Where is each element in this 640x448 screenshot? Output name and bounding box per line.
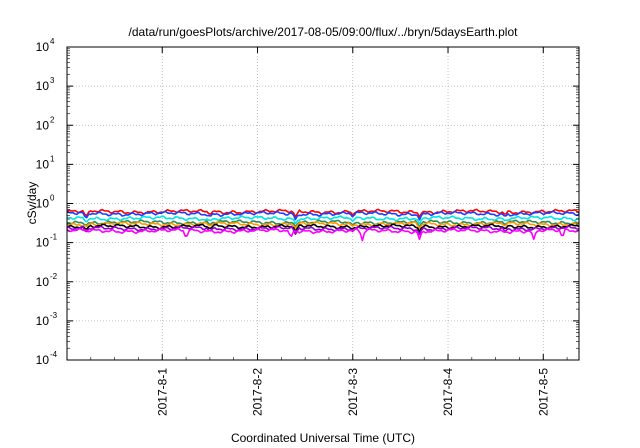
- y-tick-exponent: 2: [50, 115, 55, 124]
- y-tick-exponent: 1: [50, 154, 55, 163]
- series-line-2: [66, 210, 580, 221]
- grid: [67, 47, 579, 360]
- y-tick-exponent: -4: [50, 350, 58, 359]
- y-tick-label: 10: [36, 353, 50, 367]
- y-tick-exponent: 4: [50, 37, 55, 46]
- series-line-3: [66, 215, 579, 225]
- y-tick-label: 10: [36, 79, 50, 93]
- x-axis-label: Coordinated Universal Time (UTC): [231, 431, 415, 445]
- x-tick-label: 2017-8-3: [346, 368, 360, 416]
- chart-title: /data/run/goesPlots/archive/2017-08-05/0…: [129, 25, 519, 39]
- y-tick-label: 10: [36, 275, 50, 289]
- y-axis-label: cSv/day: [25, 182, 39, 225]
- y-tick-exponent: -1: [50, 233, 58, 242]
- series-line-8: [66, 227, 580, 242]
- y-tick-label: 10: [36, 236, 50, 250]
- y-tick-exponent: 3: [50, 76, 55, 85]
- x-tick-label: 2017-8-4: [441, 368, 455, 416]
- y-tick-label: 10: [36, 197, 50, 211]
- series-layer: [66, 208, 580, 242]
- y-tick-exponent: -3: [50, 311, 58, 320]
- series-line-5: [66, 221, 580, 230]
- x-axis: 2017-8-1 2017-8-2 2017-8-3 2017-8-4 2017-8-5: [90, 47, 568, 416]
- x-tick-label: 2017-8-1: [155, 368, 169, 416]
- x-tick-label: 2017-8-5: [536, 368, 550, 416]
- series-line-6: [66, 223, 580, 233]
- y-tick-label: 10: [36, 118, 50, 132]
- y-tick-exponent: 0: [50, 194, 55, 203]
- x-tick-label: 2017-8-2: [251, 368, 265, 416]
- y-tick-label: 10: [36, 157, 50, 171]
- y-tick-label: 10: [36, 314, 50, 328]
- series-line-7: [66, 225, 580, 236]
- y-tick-exponent: -2: [50, 272, 58, 281]
- y-tick-label: 10: [36, 40, 50, 54]
